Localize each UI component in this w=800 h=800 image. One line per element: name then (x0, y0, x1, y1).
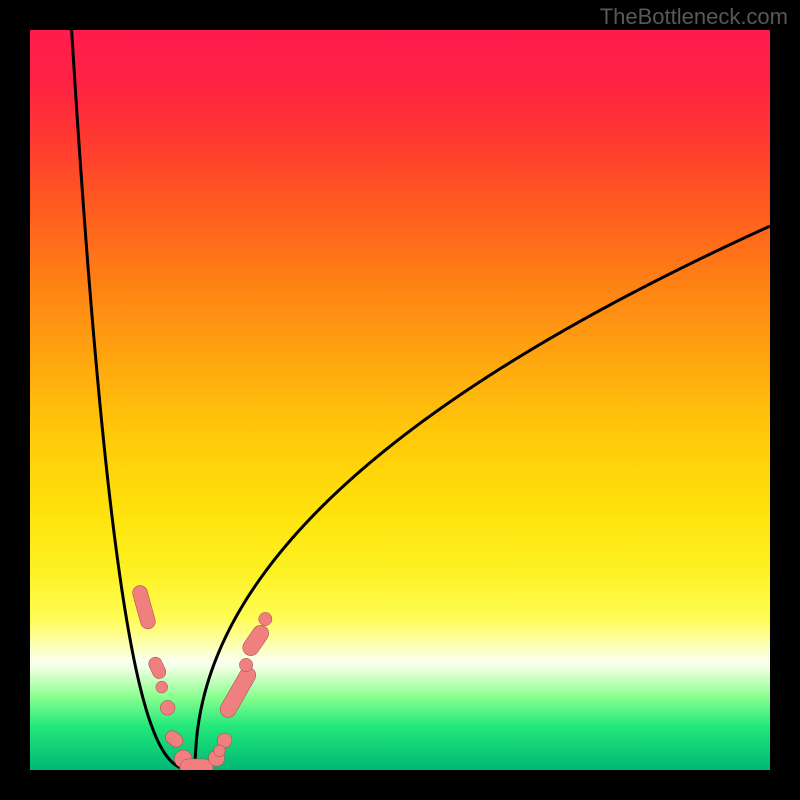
gradient-background (30, 30, 770, 770)
data-marker (156, 681, 168, 693)
data-marker (214, 745, 226, 757)
data-marker (239, 658, 252, 671)
data-marker (259, 612, 272, 625)
chart-svg (0, 0, 800, 800)
data-marker (160, 700, 175, 715)
chart-container: TheBottleneck.com (0, 0, 800, 800)
watermark-text: TheBottleneck.com (600, 4, 788, 30)
